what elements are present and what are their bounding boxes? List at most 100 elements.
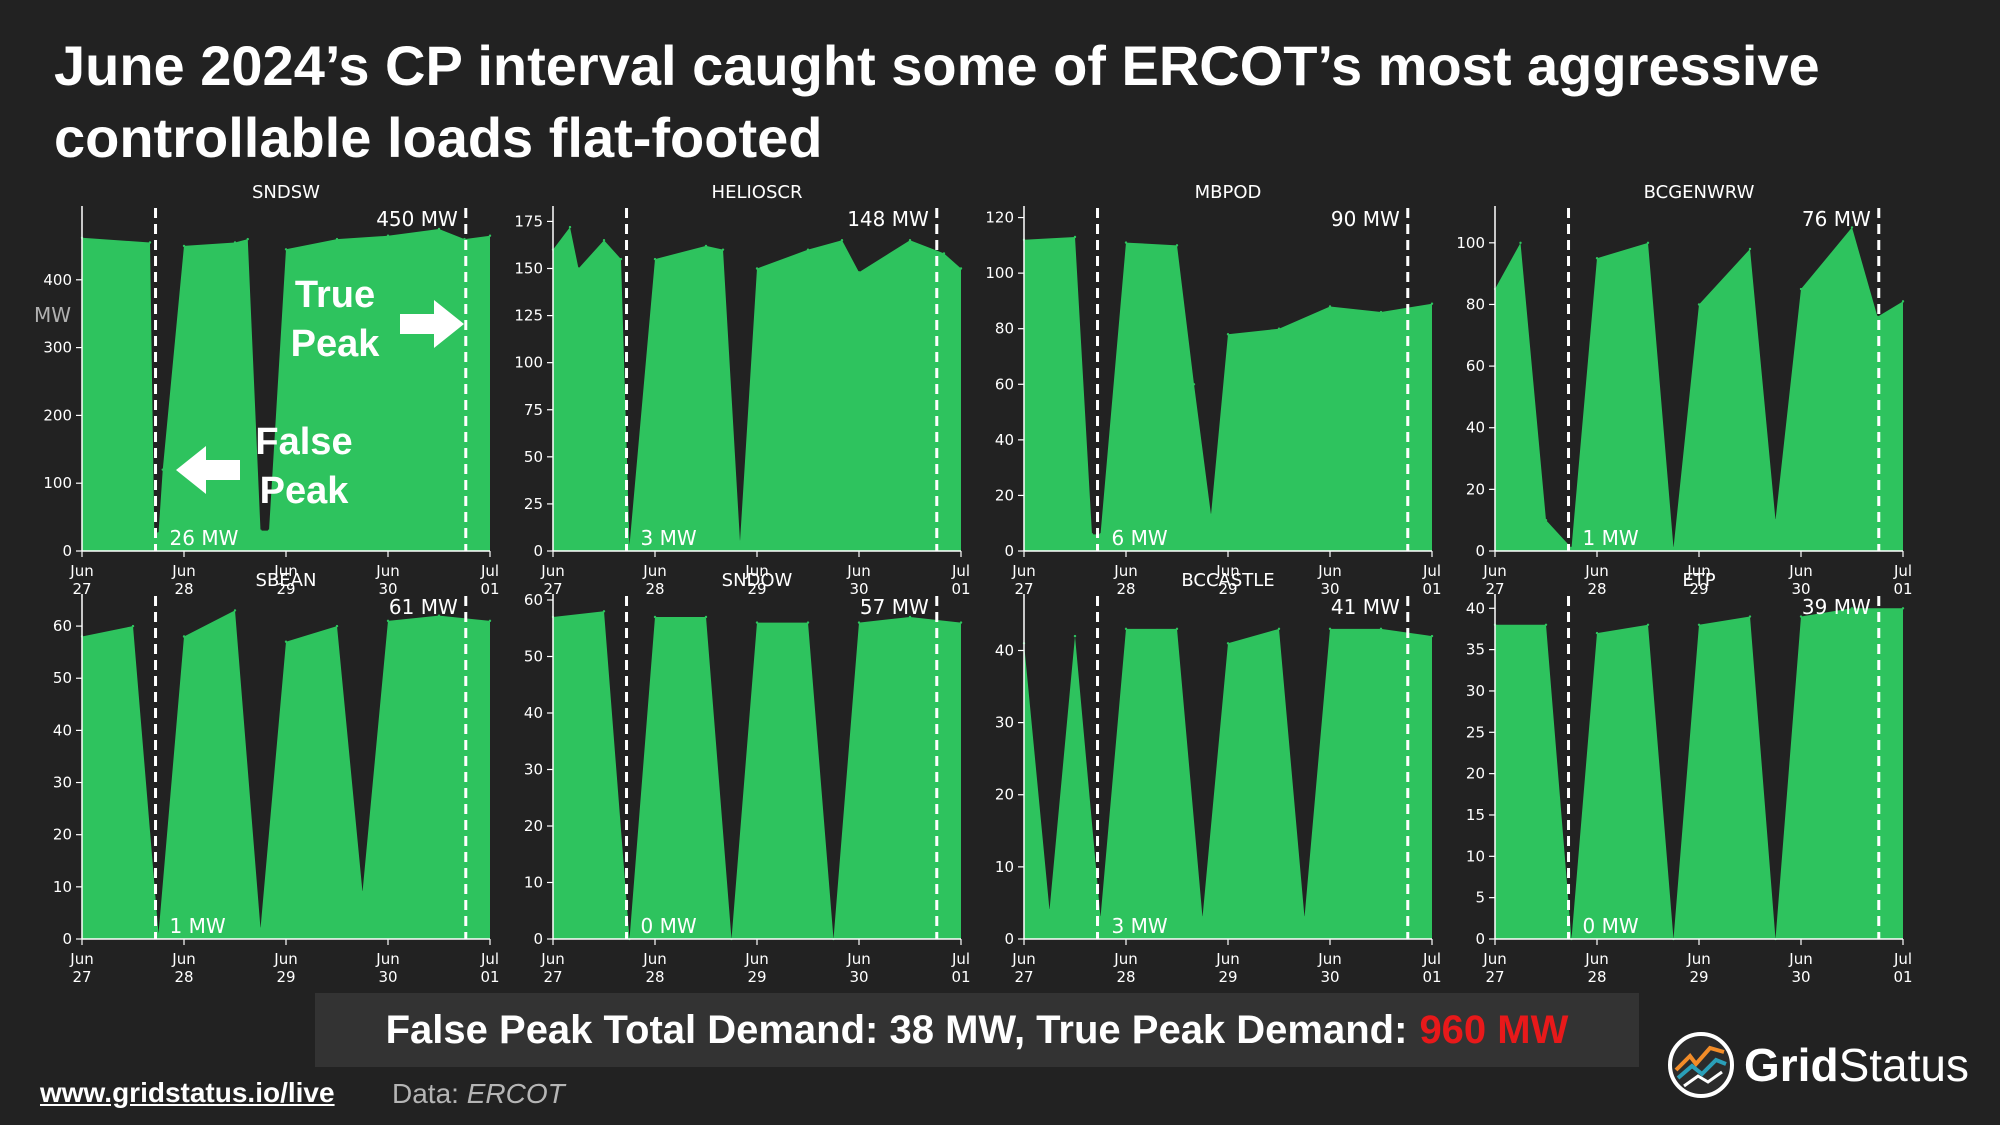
data-point <box>1328 627 1332 631</box>
x-tick-label: Jun <box>171 950 195 968</box>
data-point <box>1901 300 1905 303</box>
x-tick-label: 29 <box>1689 580 1708 598</box>
data-point <box>259 927 262 930</box>
data-point <box>755 621 759 624</box>
data-point <box>619 257 623 261</box>
x-tick-label: 28 <box>1116 580 1135 598</box>
y-tick-label: 300 <box>43 339 72 357</box>
x-tick-label: 27 <box>1014 580 1033 598</box>
y-tick-label: 20 <box>524 817 543 835</box>
y-tick-label: 20 <box>1466 480 1485 498</box>
data-point <box>1209 513 1213 517</box>
x-tick-label: 29 <box>276 580 295 598</box>
y-tick-label: 25 <box>1466 723 1485 741</box>
data-point <box>704 244 708 248</box>
y-tick-label: 100 <box>985 264 1014 282</box>
y-tick-label: 50 <box>524 648 543 666</box>
y-tick-label: 20 <box>995 786 1014 804</box>
y-tick-label: 0 <box>1475 542 1485 560</box>
x-tick-label: 27 <box>1014 968 1033 986</box>
right-arrow-icon <box>400 300 464 348</box>
x-tick-label: 30 <box>849 968 868 986</box>
data-point <box>1646 623 1650 627</box>
panel-title: SBEAN <box>256 570 317 591</box>
data-point <box>386 234 390 237</box>
x-tick-label: 29 <box>747 968 766 986</box>
y-tick-label: 60 <box>53 617 72 635</box>
data-point <box>463 237 466 241</box>
x-tick-label: 28 <box>1587 580 1606 598</box>
data-point <box>577 267 580 270</box>
brand-name-bold: Grid <box>1744 1039 1839 1091</box>
y-tick-label: 60 <box>524 591 543 609</box>
data-point <box>1519 241 1522 245</box>
x-tick-label: Jul <box>1893 950 1912 968</box>
x-tick-label: Jun <box>1215 950 1239 968</box>
data-point <box>1277 327 1281 330</box>
x-tick-label: 01 <box>480 968 499 986</box>
y-tick-label: 10 <box>995 858 1014 876</box>
y-tick-label: 20 <box>995 486 1014 504</box>
data-point <box>806 621 810 624</box>
x-tick-label: 30 <box>378 968 397 986</box>
data-point <box>1124 627 1128 631</box>
data-point <box>1595 257 1599 260</box>
x-tick-label: 01 <box>1422 968 1441 986</box>
data-point <box>488 619 492 623</box>
data-point <box>1748 247 1752 251</box>
data-point <box>246 237 249 241</box>
x-tick-label: 30 <box>378 580 397 598</box>
x-tick-label: Jun <box>642 562 666 580</box>
data-point <box>1876 315 1879 318</box>
x-tick-label: 29 <box>747 580 766 598</box>
false-peak-label: 6 MW <box>1112 526 1168 550</box>
false-peak-annotation: False <box>255 421 352 463</box>
data-point <box>157 532 160 535</box>
footer-source-label: Data: <box>392 1078 459 1109</box>
y-unit-label: MW <box>34 303 71 327</box>
data-point <box>148 241 152 244</box>
data-point <box>1201 916 1204 919</box>
data-point <box>908 239 912 242</box>
y-tick-label: 120 <box>985 209 1014 227</box>
x-tick-label: Jun <box>1317 562 1341 580</box>
x-tick-label: Jun <box>273 562 297 580</box>
area-series-helioscr <box>553 227 961 552</box>
data-point <box>1748 615 1752 618</box>
footer-link[interactable]: www.gridstatus.io/live <box>40 1077 335 1108</box>
y-tick-label: 80 <box>1466 295 1485 313</box>
x-tick-label: Jun <box>1788 562 1812 580</box>
x-tick-label: 27 <box>72 968 91 986</box>
true-peak-label: 41 MW <box>1331 595 1400 619</box>
y-tick-label: 30 <box>995 714 1014 732</box>
y-tick-label: 150 <box>514 260 543 278</box>
x-tick-label: Jun <box>744 562 768 580</box>
true-peak-label: 450 MW <box>376 207 458 231</box>
y-tick-label: 35 <box>1466 641 1485 659</box>
false-peak-label: 1 MW <box>170 914 226 938</box>
data-point <box>182 244 186 248</box>
x-tick-label: Jun <box>69 950 93 968</box>
x-tick-label: Jun <box>1113 562 1137 580</box>
data-point <box>1901 607 1905 610</box>
false-peak-label: 3 MW <box>641 526 697 550</box>
data-point <box>335 237 339 241</box>
x-tick-label: 01 <box>951 580 970 598</box>
data-point <box>1430 302 1434 305</box>
data-point <box>157 932 160 935</box>
y-tick-label: 0 <box>62 930 72 948</box>
data-point <box>653 257 657 261</box>
x-tick-label: 28 <box>174 968 193 986</box>
y-tick-label: 40 <box>995 641 1014 659</box>
true-peak-label: 61 MW <box>389 595 458 619</box>
panel-title: SNDOW <box>722 570 793 591</box>
data-point <box>628 544 631 547</box>
x-tick-label: Jun <box>1215 562 1239 580</box>
data-point <box>1328 305 1332 308</box>
x-tick-label: 29 <box>1689 968 1708 986</box>
area-series-mbpod <box>1024 237 1432 552</box>
x-tick-label: Jun <box>1686 562 1710 580</box>
false-peak-annotation: Peak <box>260 470 350 512</box>
x-tick-label: Jul <box>951 950 970 968</box>
summary-text: False Peak Total Demand: 38 MW, True Pea… <box>385 1007 1408 1052</box>
